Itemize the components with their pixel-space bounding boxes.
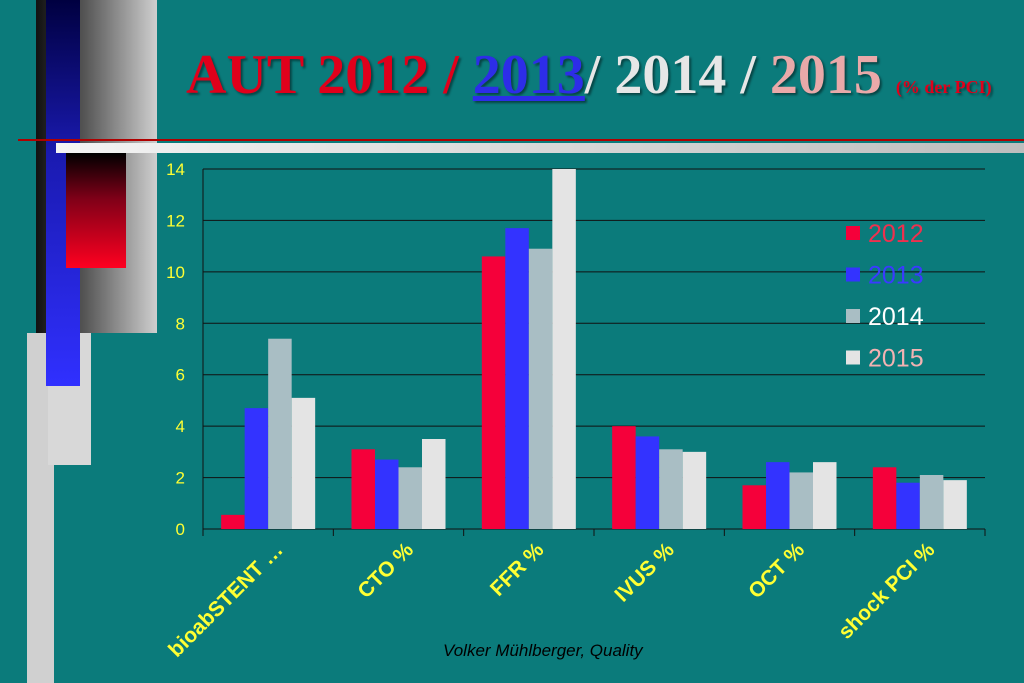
bar-2013-3 <box>635 436 660 529</box>
bar-2012-0 <box>221 514 245 529</box>
legend-swatch-2015 <box>846 350 860 365</box>
bar-2013-2 <box>505 228 529 529</box>
legend-swatch-2014 <box>846 309 860 323</box>
y-tick-label: 0 <box>176 520 185 539</box>
legend-label-2015: 2015 <box>868 345 924 373</box>
y-tick-label: 4 <box>176 417 185 436</box>
bar-2015-0 <box>291 397 316 529</box>
bar-2015-2 <box>552 169 576 529</box>
bar-2012-3 <box>612 426 636 529</box>
bar-2013-5 <box>896 482 920 529</box>
page-title: AUT 2012 / 2013/ 2014 / 2015 (% der PCI) <box>186 40 992 122</box>
decor-red-rule <box>18 139 1024 141</box>
bar-2014-3 <box>659 449 683 529</box>
bar-2012-2 <box>481 256 506 529</box>
bar-2014-4 <box>789 472 813 529</box>
y-tick-label: 14 <box>166 160 185 179</box>
y-tick-label: 8 <box>176 314 185 333</box>
bar-2014-5 <box>919 475 944 529</box>
title-year-2013: 2013 <box>472 44 585 106</box>
bar-2012-1 <box>351 449 375 529</box>
title-year-2012: 2012 <box>317 44 430 106</box>
bar-2015-5 <box>943 480 967 529</box>
x-tick-label: OCT % <box>744 538 809 603</box>
x-tick-label: shock PCI % <box>834 538 940 644</box>
x-tick-label: bioabSTENT … <box>164 538 288 662</box>
bar-2015-4 <box>813 462 837 529</box>
bar-2013-1 <box>375 459 399 529</box>
bar-2015-3 <box>682 451 707 529</box>
bar-2014-0 <box>268 338 292 529</box>
decor-white-rule <box>56 143 1024 153</box>
bar-2012-4 <box>742 485 766 529</box>
bar-2014-2 <box>528 248 553 529</box>
x-tick-label: FFR % <box>486 538 549 601</box>
bar-2015-1 <box>422 439 446 529</box>
x-tick-label: IVUS % <box>610 538 678 606</box>
legend-label-2013: 2013 <box>868 262 924 290</box>
legend-swatch-2012 <box>846 226 860 240</box>
decor-red-bar <box>66 153 126 268</box>
title-separator-1: / <box>429 44 473 106</box>
footer-credit: Volker Mühlberger, Quality <box>443 641 643 660</box>
title-separator-2: / 2014 / <box>584 44 770 106</box>
legend-swatch-2013 <box>846 267 860 282</box>
title-year-2015: 2015 <box>769 44 882 106</box>
bar-2014-1 <box>398 467 422 529</box>
x-tick-label: CTO % <box>353 538 418 603</box>
y-tick-label: 2 <box>176 469 185 488</box>
y-tick-label: 10 <box>166 263 185 282</box>
y-tick-label: 12 <box>166 211 185 230</box>
legend-label-2012: 2012 <box>868 220 924 248</box>
title-prefix: AUT <box>186 44 304 106</box>
legend-label-2014: 2014 <box>868 303 924 331</box>
y-tick-label: 6 <box>176 366 185 385</box>
bar-2013-0 <box>244 408 269 529</box>
bar-2012-5 <box>872 467 897 529</box>
bar-2013-4 <box>766 462 790 529</box>
title-suffix: (% der PCI) <box>895 77 992 97</box>
